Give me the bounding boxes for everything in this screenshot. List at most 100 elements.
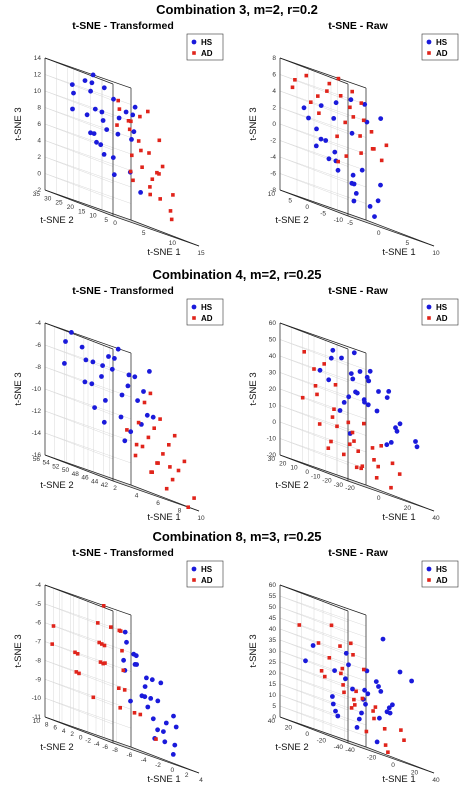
data-point-ad bbox=[186, 505, 190, 509]
z-tick-label: 30 bbox=[269, 648, 277, 655]
data-point-hs bbox=[89, 80, 95, 86]
z-tick-label: -4 bbox=[270, 154, 276, 161]
data-point-ad bbox=[379, 444, 383, 448]
row-1-title: Combination 3, m=2, r=0.2 bbox=[156, 2, 318, 17]
z-tick-label: -8 bbox=[35, 364, 41, 371]
data-point-hs bbox=[332, 149, 338, 155]
legend-marker-ad bbox=[427, 578, 431, 582]
y-tick-label: -5 bbox=[320, 211, 326, 218]
data-point-ad bbox=[160, 164, 165, 169]
axis-edge bbox=[279, 57, 367, 89]
data-point-ad bbox=[128, 169, 133, 174]
tick-labels: -40-2002040-40-2002040051015202530354045… bbox=[268, 582, 440, 784]
x-axis-label: t-SNE 1 bbox=[147, 247, 180, 258]
z-tick-label: 10 bbox=[269, 403, 277, 410]
axis-edge bbox=[112, 742, 200, 774]
x-tick-label: 5 bbox=[406, 240, 410, 247]
data-point-ad bbox=[397, 472, 402, 476]
data-point-ad bbox=[371, 709, 375, 713]
y-tick-label: 52 bbox=[52, 463, 60, 470]
data-point-ad bbox=[136, 420, 141, 425]
x-axis-label: t-SNE 1 bbox=[382, 247, 415, 258]
data-point-hs bbox=[148, 696, 154, 701]
data-point-hs bbox=[373, 679, 379, 684]
data-point-ad bbox=[384, 143, 389, 148]
y-tick-label: -30 bbox=[334, 482, 344, 489]
data-point-hs bbox=[173, 724, 179, 730]
data-point-ad bbox=[327, 81, 332, 86]
data-point-hs bbox=[349, 180, 355, 186]
data-point-hs bbox=[131, 651, 137, 657]
data-point-hs bbox=[375, 198, 381, 204]
y-tick-label: 10 bbox=[268, 191, 276, 198]
data-point-ad bbox=[168, 465, 172, 469]
data-point-hs bbox=[349, 130, 355, 136]
x-tick-label: 2 bbox=[185, 772, 189, 779]
data-point-ad bbox=[172, 433, 177, 438]
grid-line-x bbox=[365, 88, 435, 247]
x-tick-label: 4 bbox=[199, 777, 203, 784]
axis-edge bbox=[44, 189, 132, 221]
data-point-hs bbox=[384, 395, 390, 400]
data-point-hs bbox=[350, 172, 356, 178]
data-point-hs bbox=[161, 729, 166, 734]
legend-marker-hs bbox=[426, 304, 432, 310]
data-point-hs bbox=[101, 152, 107, 157]
data-point-hs bbox=[134, 662, 140, 667]
legend-box bbox=[421, 298, 459, 326]
data-point-hs bbox=[364, 374, 370, 380]
grid-line-y bbox=[78, 71, 166, 234]
data-point-ad bbox=[297, 623, 302, 627]
axis-edge bbox=[279, 322, 349, 350]
data-point-ad bbox=[116, 98, 120, 103]
x-tick-label: 8 bbox=[178, 508, 182, 515]
data-point-ad bbox=[164, 486, 169, 491]
data-point-hs bbox=[84, 112, 90, 118]
legend-label-ad: AD bbox=[201, 576, 213, 585]
y-tick-label: 6 bbox=[53, 725, 57, 732]
data-point-ad bbox=[343, 120, 347, 125]
y-axis-label: t-SNE 2 bbox=[275, 215, 308, 226]
data-point-hs bbox=[144, 412, 150, 418]
data-point-ad bbox=[329, 439, 333, 444]
data-point-ad bbox=[370, 446, 375, 450]
data-point-ad bbox=[336, 76, 341, 81]
axis-edge bbox=[112, 215, 200, 247]
data-point-hs bbox=[364, 668, 370, 674]
data-point-ad bbox=[360, 464, 365, 468]
data-point-ad bbox=[386, 750, 390, 754]
y-tick-label: 20 bbox=[279, 460, 287, 467]
z-tick-label: -10 bbox=[32, 695, 42, 702]
data-point-hs bbox=[69, 82, 75, 87]
axis-edge bbox=[44, 454, 132, 486]
grid-line-y bbox=[325, 340, 412, 503]
data-point-ad bbox=[136, 139, 141, 143]
grid-line-y bbox=[83, 337, 170, 501]
data-point-ad bbox=[169, 217, 174, 222]
legend: HS AD bbox=[421, 33, 459, 61]
data-point-hs bbox=[367, 368, 373, 374]
data-point-ad bbox=[74, 670, 79, 674]
data-point-ad bbox=[138, 114, 142, 119]
data-point-ad bbox=[302, 350, 306, 354]
data-point-hs bbox=[119, 392, 125, 398]
legend-label-ad: AD bbox=[436, 314, 448, 323]
z-axis-label: t-SNE 3 bbox=[13, 372, 24, 405]
z-tick-label: 35 bbox=[269, 637, 277, 644]
data-point-ad bbox=[176, 468, 181, 473]
data-point-hs bbox=[71, 90, 76, 96]
data-point-ad bbox=[351, 653, 355, 657]
z-tick-label: 2 bbox=[272, 105, 276, 112]
x-tick-label: 4 bbox=[135, 493, 139, 500]
data-point-hs bbox=[393, 425, 398, 431]
data-point-ad bbox=[349, 641, 353, 646]
data-point-hs bbox=[138, 190, 144, 195]
legend-marker-hs bbox=[426, 39, 432, 45]
data-point-hs bbox=[350, 376, 356, 382]
data-point-hs bbox=[144, 675, 149, 681]
data-point-ad bbox=[158, 197, 162, 201]
data-point-hs bbox=[335, 167, 341, 173]
data-point-hs bbox=[335, 713, 341, 719]
data-point-hs bbox=[328, 355, 334, 361]
data-point-hs bbox=[397, 669, 403, 675]
